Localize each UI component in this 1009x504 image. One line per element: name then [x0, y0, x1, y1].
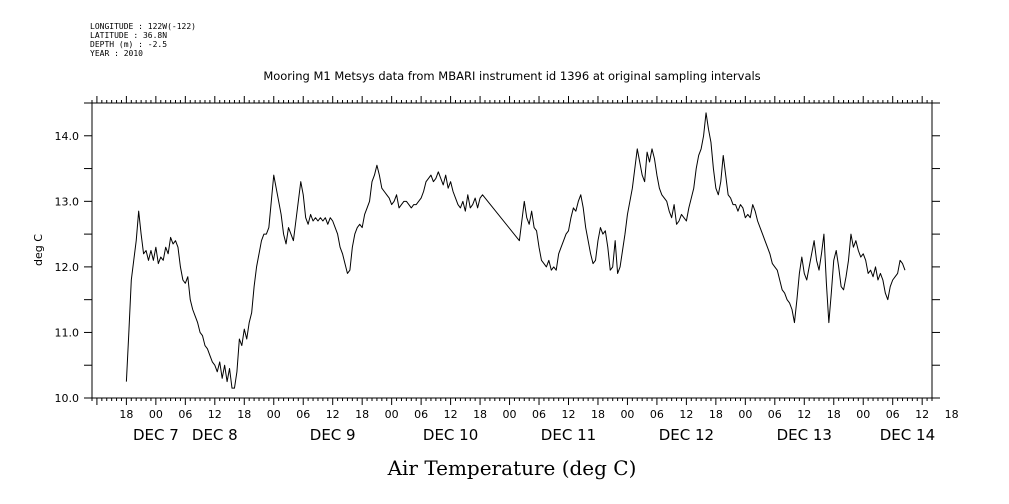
x-tick-label: 18	[591, 408, 605, 421]
x-tick-label: 18	[119, 408, 133, 421]
x-day-label: DEC 9	[310, 426, 356, 444]
x-tick-label: 06	[768, 408, 782, 421]
x-tick-label: 18	[473, 408, 487, 421]
x-day-label: DEC 10	[423, 426, 478, 444]
x-day-label: DEC 8	[192, 426, 238, 444]
plot-frame	[91, 102, 933, 399]
x-tick-label: 00	[149, 408, 163, 421]
x-day-label: DEC 11	[541, 426, 596, 444]
x-axis-label: Air Temperature (deg C)	[387, 456, 637, 480]
x-tick-label: 12	[915, 408, 929, 421]
x-tick-label: 12	[561, 408, 575, 421]
x-tick-label: 12	[679, 408, 693, 421]
x-tick-label: 18	[827, 408, 841, 421]
x-tick-label: 00	[620, 408, 634, 421]
y-tick-label: 10.0	[55, 392, 80, 405]
x-tick-label: 12	[326, 408, 340, 421]
x-tick-label: 06	[532, 408, 546, 421]
x-tick-label: 18	[355, 408, 369, 421]
y-tick-label: 13.0	[55, 195, 80, 208]
x-tick-label: 18	[945, 408, 959, 421]
chart-title: Mooring M1 Metsys data from MBARI instru…	[263, 69, 760, 83]
y-axis-label: deg C	[32, 234, 45, 266]
tick-group: 18 00 06 12 18 00 06 12 18 00 06 12 18 00 06 12 18 00 06 12…	[55, 96, 959, 444]
y-tick-label: 12.0	[55, 261, 80, 274]
metadata-block: LONGITUDE : 122W(-122) LATITUDE : 36.8N …	[90, 22, 196, 58]
x-tick-label: 06	[178, 408, 192, 421]
series-group	[125, 112, 906, 389]
x-tick-label: 12	[444, 408, 458, 421]
x-tick-label: 12	[208, 408, 222, 421]
depth-label: DEPTH (m) : -2.5	[90, 40, 168, 49]
x-tick-label: 00	[267, 408, 281, 421]
x-tick-label: 18	[237, 408, 251, 421]
x-tick-label: 00	[856, 408, 870, 421]
x-tick-label: 00	[738, 408, 752, 421]
x-day-label: DEC 14	[880, 426, 935, 444]
year-label: YEAR : 2010	[90, 49, 143, 58]
x-tick-label: 06	[886, 408, 900, 421]
x-tick-label: 06	[650, 408, 664, 421]
x-tick-label: 00	[503, 408, 517, 421]
y-tick-label: 14.0	[55, 130, 80, 143]
series-line	[125, 112, 906, 389]
latitude-label: LATITUDE : 36.8N	[90, 31, 168, 40]
x-day-label: DEC 12	[659, 426, 714, 444]
x-tick-label: 06	[296, 408, 310, 421]
x-tick-label: 00	[385, 408, 399, 421]
x-day-label: DEC 7	[133, 426, 179, 444]
x-tick-label: 06	[414, 408, 428, 421]
longitude-label: LONGITUDE : 122W(-122)	[90, 22, 196, 31]
x-tick-label: 12	[797, 408, 811, 421]
x-tick-label: 18	[709, 408, 723, 421]
y-tick-label: 11.0	[55, 326, 80, 339]
x-day-label: DEC 13	[777, 426, 832, 444]
